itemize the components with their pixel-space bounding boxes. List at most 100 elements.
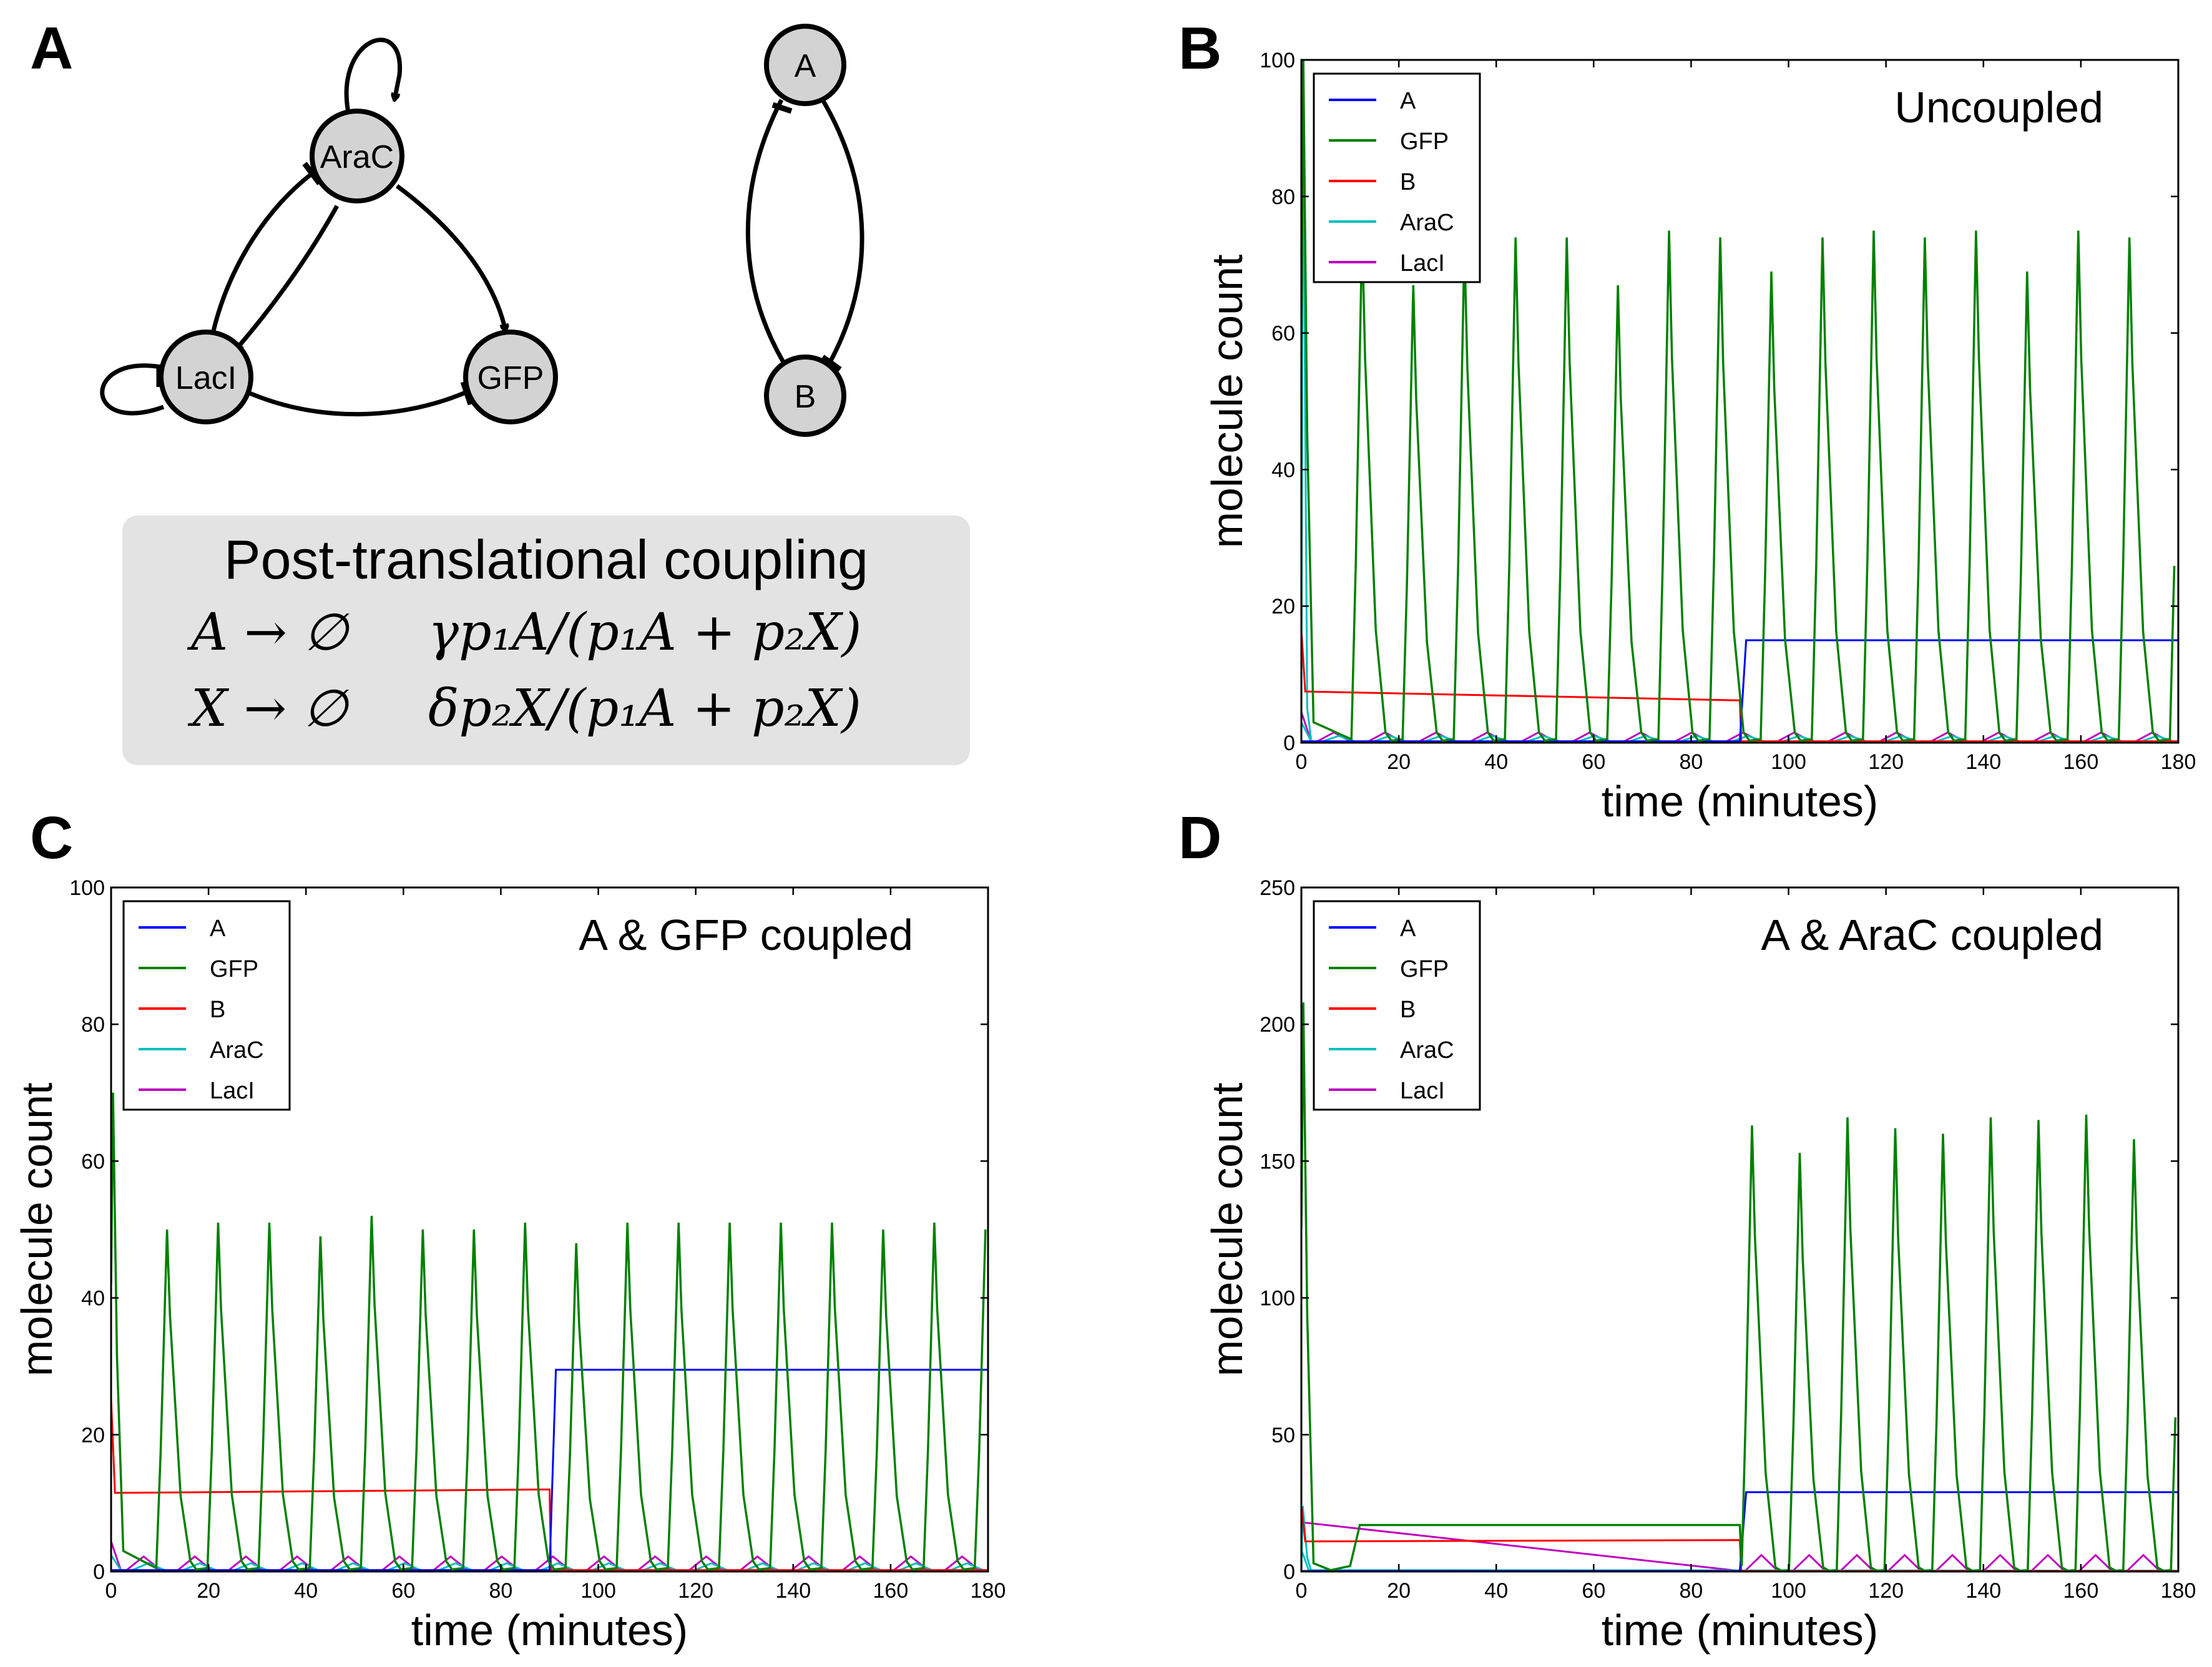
- legend-label: GFP: [1400, 956, 1449, 982]
- x-tick-label: 20: [197, 1579, 220, 1603]
- node-arac: [310, 109, 404, 203]
- plot-title: Uncoupled: [1894, 83, 2103, 132]
- series-a-B: [1301, 639, 2178, 743]
- equation-2-rhs: δp₂X/(p₁A + p₂X): [428, 679, 861, 738]
- series-laci-D: [1301, 1521, 2175, 1572]
- series-gfp-B: [1301, 60, 2176, 742]
- legend-label: AraC: [1400, 210, 1454, 236]
- a-represses-b: [820, 99, 864, 363]
- y-tick-label: 20: [1271, 595, 1295, 618]
- series-a-C: [111, 1369, 988, 1572]
- arac-activates-laci: [236, 205, 340, 350]
- plot-frame-D: [1300, 886, 2180, 1573]
- y-tick-label: 50: [1271, 1424, 1295, 1447]
- x-tick-label: 40: [1484, 750, 1508, 774]
- legend-label: LacI: [210, 1078, 255, 1104]
- node-laci: [159, 330, 253, 424]
- arac-activates-gfp: [395, 184, 506, 331]
- x-tick-label: 160: [873, 1579, 909, 1603]
- legend-label: B: [1400, 997, 1416, 1023]
- node-label-a: A: [795, 48, 816, 84]
- x-tick-label: 180: [2161, 1579, 2196, 1603]
- coupling-box: Post-translational coupling A → ∅ γp₁A/(…: [122, 516, 970, 765]
- equation-1-rhs: γp₁A/(p₁A + p₂X): [428, 603, 862, 662]
- x-tick-label: 80: [1680, 750, 1703, 774]
- y-tick-label: 100: [1260, 1287, 1295, 1311]
- y-tick-label: 80: [1271, 185, 1295, 209]
- x-tick-label: 120: [1868, 750, 1904, 774]
- node-label-gfp: GFP: [477, 360, 544, 396]
- y-tick-label: 60: [81, 1150, 105, 1173]
- x-axis-title: time (minutes): [411, 1606, 688, 1655]
- plot-frame-C: [110, 886, 989, 1573]
- b-represses-a: [745, 99, 786, 363]
- plot-title: A & AraC coupled: [1761, 911, 2103, 959]
- y-axis-title: molecule count: [1203, 255, 1251, 549]
- series-gfp-D: [1301, 1002, 2177, 1572]
- y-tick-label: 150: [1260, 1150, 1295, 1173]
- legend-label: AraC: [210, 1037, 264, 1063]
- y-tick-label: 100: [69, 876, 105, 900]
- series-b-C: [111, 1398, 988, 1572]
- x-tick-label: 60: [391, 1579, 415, 1603]
- legend-label: A: [1400, 916, 1416, 942]
- network-diagram: AraC LacI GFP A B: [100, 24, 864, 437]
- equation-row-2: X → ∅ δp₂X/(p₁A + p₂X): [122, 679, 970, 748]
- panel-label-c: C: [30, 804, 74, 871]
- laci-self-loop: [100, 363, 168, 416]
- y-tick-label: 0: [1283, 1560, 1295, 1584]
- y-axis-title: molecule count: [12, 1083, 61, 1377]
- legend-box: [1313, 900, 1481, 1111]
- x-tick-label: 40: [1484, 1579, 1508, 1603]
- equation-1-lhs: A → ∅: [191, 603, 348, 662]
- x-tick-label: 120: [678, 1579, 713, 1603]
- x-tick-label: 0: [1296, 1579, 1308, 1603]
- equation-2-lhs: X → ∅: [191, 679, 348, 738]
- node-label-laci: LacI: [175, 360, 237, 396]
- node-label-b: B: [795, 379, 816, 415]
- legend-label: B: [210, 997, 225, 1023]
- legend-label: A: [210, 916, 226, 942]
- plot-title: A & GFP coupled: [579, 911, 913, 959]
- y-tick-label: 0: [1283, 731, 1295, 755]
- x-tick-label: 100: [580, 1579, 616, 1603]
- x-tick-label: 140: [1965, 750, 2001, 774]
- x-tick-label: 0: [105, 1579, 117, 1603]
- x-tick-label: 140: [775, 1579, 811, 1603]
- node-b: [764, 354, 846, 437]
- panel-label-a: A: [30, 15, 74, 82]
- x-tick-label: 100: [1771, 750, 1806, 774]
- legend-label: AraC: [1400, 1037, 1454, 1063]
- x-tick-label: 20: [1387, 750, 1411, 774]
- x-tick-label: 180: [971, 1579, 1006, 1603]
- y-tick-label: 20: [81, 1424, 105, 1447]
- legend-label: LacI: [1400, 250, 1445, 276]
- legend-label: GFP: [210, 956, 258, 982]
- x-tick-label: 60: [1582, 750, 1605, 774]
- panel-label-d: D: [1178, 804, 1222, 871]
- y-tick-label: 40: [81, 1287, 105, 1311]
- node-a: [764, 24, 846, 106]
- coupling-title: Post-translational coupling: [223, 529, 869, 590]
- x-tick-label: 120: [1868, 1579, 1904, 1603]
- node-gfp: [463, 330, 558, 424]
- x-tick-label: 60: [1582, 1579, 1605, 1603]
- equation-row-1: A → ∅ γp₁A/(p₁A + p₂X): [122, 603, 970, 672]
- laci-represses-gfp: [248, 389, 468, 417]
- legend-label: LacI: [1400, 1078, 1445, 1104]
- x-tick-label: 100: [1771, 1579, 1806, 1603]
- x-tick-label: 80: [1680, 1579, 1703, 1603]
- y-tick-label: 200: [1260, 1013, 1295, 1037]
- legend-label: B: [1400, 169, 1416, 195]
- x-axis-title: time (minutes): [1602, 1606, 1878, 1655]
- x-tick-label: 80: [489, 1579, 513, 1603]
- y-tick-label: 80: [81, 1013, 105, 1037]
- series-gfp-C: [111, 1092, 987, 1571]
- y-tick-label: 250: [1260, 876, 1295, 900]
- x-tick-label: 0: [1296, 750, 1308, 774]
- panel-label-b: B: [1178, 15, 1222, 82]
- x-tick-label: 160: [2063, 750, 2099, 774]
- legend-label: GFP: [1400, 129, 1449, 155]
